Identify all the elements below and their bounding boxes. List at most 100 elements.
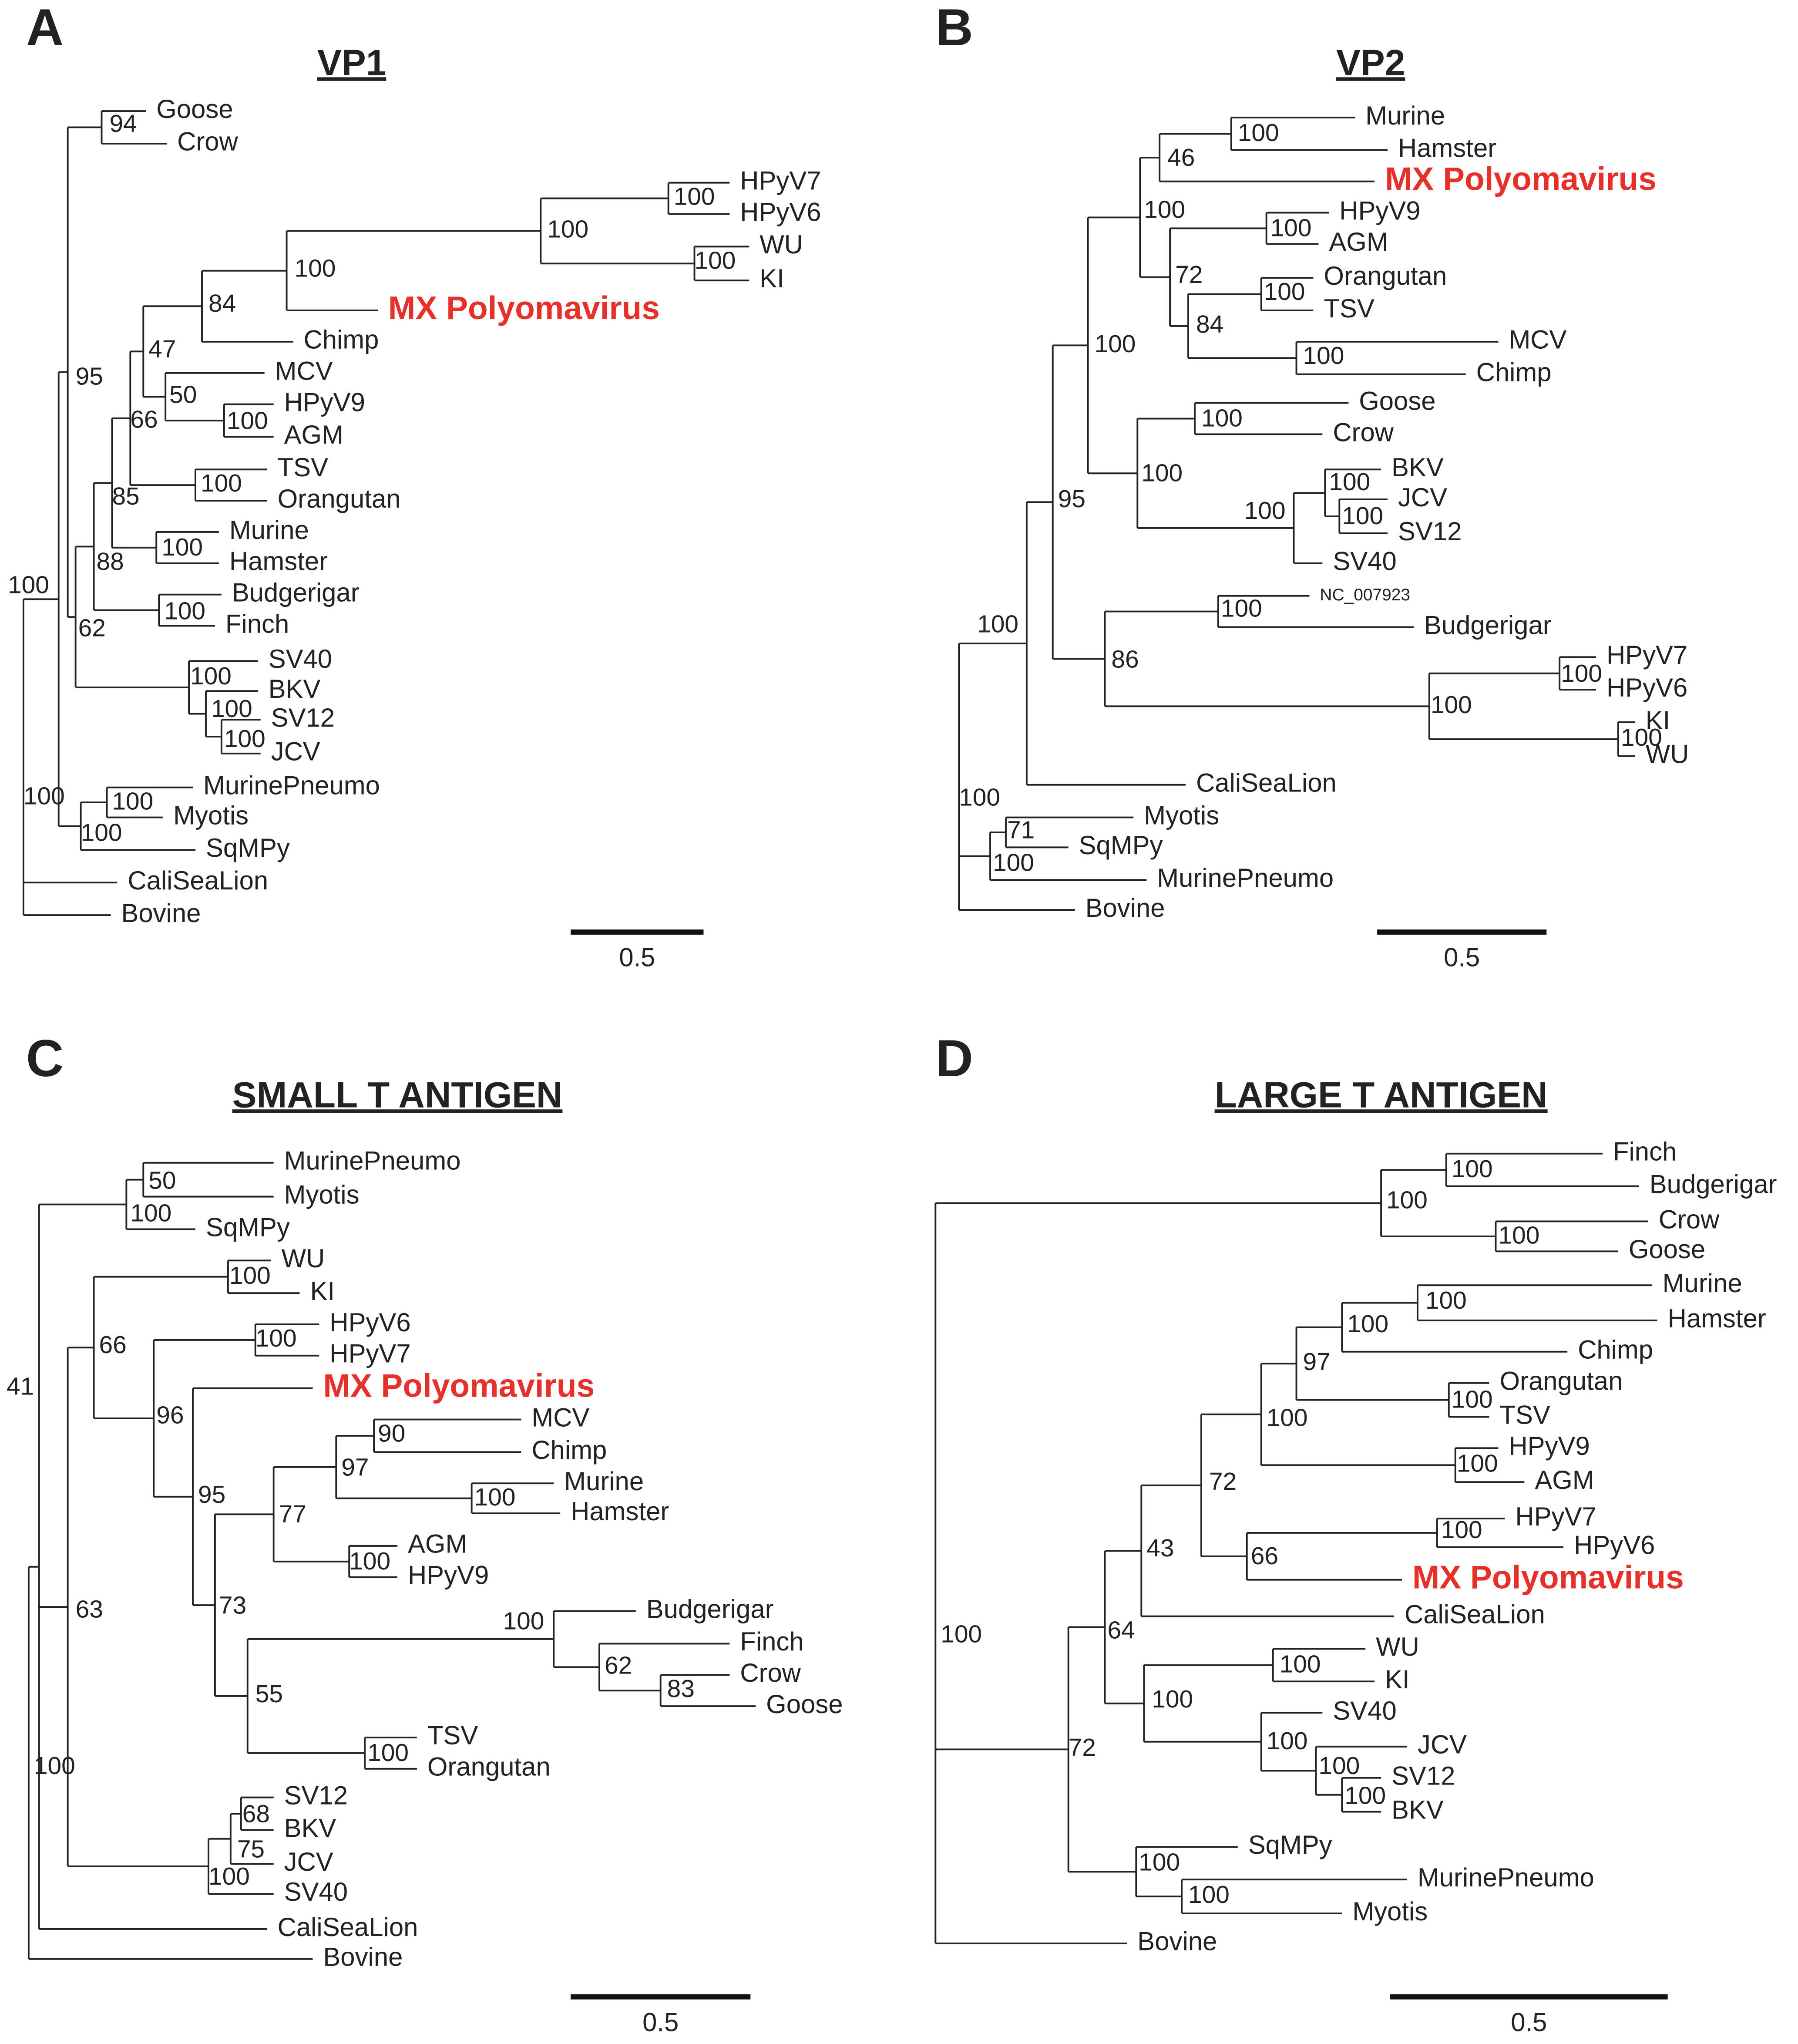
support-value: 100 — [1441, 1516, 1482, 1544]
support-value: 84 — [208, 290, 236, 317]
support-value: 50 — [169, 381, 197, 409]
support-value: 100 — [34, 1752, 75, 1780]
support-value: 100 — [229, 1262, 271, 1290]
support-value: 46 — [1167, 144, 1195, 172]
leaf-label: SV40 — [269, 644, 332, 673]
leaf-label: WU — [1646, 740, 1689, 769]
leaf-label: MurinePneumo — [203, 771, 380, 800]
leaf-label: Goose — [766, 1690, 843, 1719]
leaf-label: HPyV9 — [1339, 196, 1420, 225]
leaf-label: BKV — [1391, 453, 1444, 482]
leaf-label: JCV — [284, 1847, 333, 1876]
scale-label: 0.5 — [619, 943, 655, 972]
support-value: 88 — [97, 548, 124, 576]
support-value: 100 — [1267, 1404, 1308, 1432]
support-value: 77 — [279, 1501, 306, 1528]
support-value: 100 — [161, 534, 203, 561]
leaf-label: MurinePneumo — [284, 1146, 461, 1175]
support-value: 100 — [993, 849, 1034, 876]
leaf-label: TSV — [1324, 294, 1374, 323]
support-value: 100 — [1621, 724, 1662, 751]
leaf-label: Murine — [229, 515, 309, 545]
leaf-label: SV40 — [1333, 1696, 1396, 1725]
support-value: 41 — [7, 1373, 34, 1401]
support-value: 100 — [367, 1739, 409, 1767]
support-value: 100 — [1141, 459, 1183, 487]
leaf-label: Hamster — [1668, 1304, 1766, 1333]
support-value: 100 — [1431, 691, 1472, 719]
leaf-label: TSV — [427, 1721, 478, 1750]
leaf-label: Budgerigar — [646, 1594, 774, 1623]
support-value: 100 — [1270, 214, 1312, 242]
support-value: 66 — [99, 1331, 127, 1359]
leaf-label: AGM — [1329, 227, 1388, 256]
leaf-label: Crow — [740, 1658, 801, 1687]
support-value: 75 — [237, 1835, 265, 1863]
panel-title: LARGE T ANTIGEN — [1215, 1074, 1548, 1115]
support-value: 100 — [255, 1325, 297, 1352]
support-value: 100 — [547, 216, 588, 243]
leaf-label: Murine — [1365, 101, 1445, 130]
leaf-label: Budgerigar — [232, 578, 360, 607]
leaf-label: SV12 — [284, 1781, 348, 1810]
panel-title: VP2 — [1336, 42, 1405, 83]
leaf-label: HPyV7 — [329, 1339, 410, 1368]
leaf-label: HPyV7 — [1515, 1502, 1596, 1531]
support-value: 100 — [1499, 1222, 1540, 1249]
leaf-label: Goose — [1359, 386, 1435, 415]
support-value: 100 — [112, 788, 153, 815]
support-value: 100 — [695, 247, 736, 274]
leaf-label: MX Polyomavirus — [388, 290, 660, 326]
leaf-label: Finch — [225, 609, 289, 638]
leaf-label: MX Polyomavirus — [1385, 160, 1657, 197]
leaf-label: WU — [760, 230, 803, 259]
support-value: 43 — [1146, 1535, 1174, 1562]
leaf-label: Myotis — [1144, 801, 1219, 830]
leaf-label: Finch — [740, 1627, 803, 1656]
panel-title: SMALL T ANTIGEN — [232, 1074, 563, 1115]
support-value: 84 — [1196, 311, 1223, 338]
leaf-label: KI — [1646, 706, 1670, 735]
support-value: 95 — [198, 1481, 225, 1509]
support-value: 85 — [112, 483, 139, 510]
leaf-label: Chimp — [1578, 1335, 1653, 1364]
support-value: 100 — [1303, 342, 1344, 370]
leaf-label: TSV — [278, 453, 328, 482]
leaf-label: SqMPy — [1248, 1830, 1332, 1859]
leaf-label: BKV — [269, 674, 321, 704]
leaf-label: SV40 — [1333, 547, 1396, 576]
support-value: 50 — [148, 1167, 176, 1195]
leaf-label: HPyV6 — [329, 1308, 410, 1337]
leaf-label: HPyV7 — [740, 166, 821, 195]
leaf-label: SV12 — [271, 703, 335, 732]
leaf-label: HPyV6 — [1574, 1531, 1655, 1560]
panel-letter: C — [26, 1030, 64, 1088]
support-value: 100 — [208, 1863, 250, 1890]
leaf-label: Orangutan — [278, 484, 401, 513]
leaf-label: NC_007923 — [1320, 586, 1410, 604]
support-value: 97 — [341, 1454, 369, 1481]
support-value: 100 — [959, 784, 1000, 812]
leaf-label: Goose — [156, 94, 233, 124]
leaf-label: Myotis — [284, 1180, 360, 1209]
leaf-label: TSV — [1499, 1400, 1550, 1429]
leaf-label: MX Polyomavirus — [323, 1367, 595, 1404]
leaf-label: Crow — [177, 127, 238, 156]
support-value: 100 — [1342, 502, 1383, 530]
support-value: 100 — [1457, 1450, 1498, 1477]
panel-letter: B — [935, 0, 973, 57]
support-value: 100 — [1280, 1650, 1321, 1678]
support-value: 100 — [1561, 660, 1602, 687]
support-value: 100 — [81, 819, 122, 846]
support-value: 100 — [941, 1620, 982, 1648]
support-value: 73 — [219, 1592, 246, 1620]
leaf-label: Hamster — [571, 1497, 669, 1526]
support-value: 100 — [190, 663, 232, 690]
leaf-label: JCV — [1418, 1730, 1467, 1759]
support-value: 95 — [76, 363, 103, 391]
support-value: 72 — [1175, 261, 1203, 289]
support-value: 96 — [156, 1402, 184, 1429]
support-value: 100 — [1244, 497, 1286, 525]
support-value: 72 — [1209, 1468, 1237, 1495]
support-value: 66 — [1251, 1542, 1278, 1570]
